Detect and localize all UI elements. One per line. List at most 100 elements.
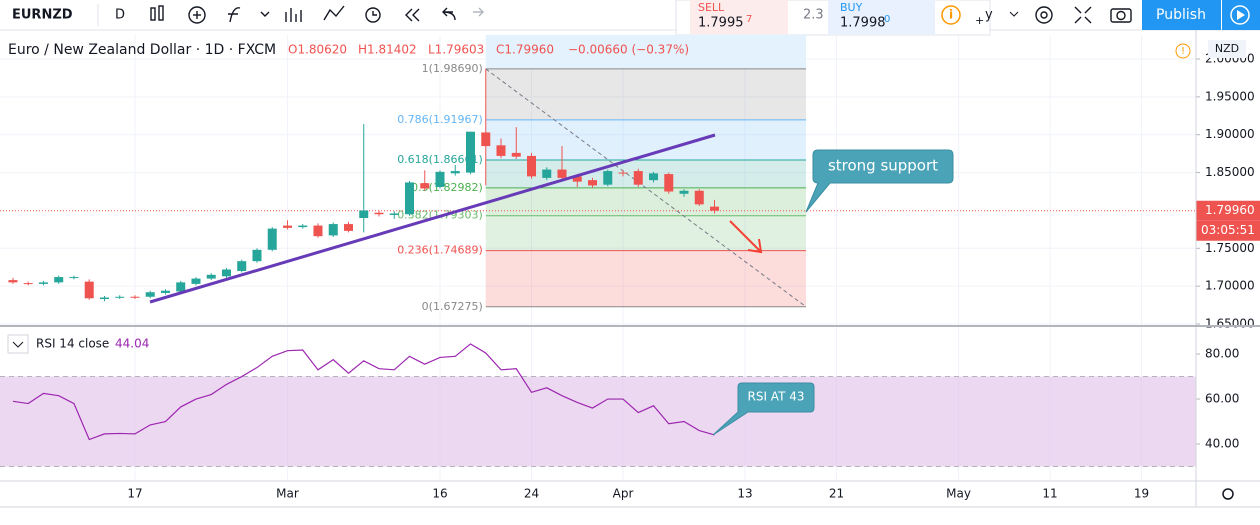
y-tick-label: 1.90000 <box>1205 127 1255 141</box>
candle-body <box>69 277 79 279</box>
candle-body <box>527 155 537 177</box>
rsi-chevron <box>12 341 24 348</box>
countdown-box <box>1196 220 1260 241</box>
rsi-band <box>0 376 1196 467</box>
warning-glyph: ! <box>1181 46 1185 57</box>
fib-label: 0.786(1.91967) <box>397 113 483 126</box>
candle-body <box>343 224 353 231</box>
fib-highlight <box>485 35 807 69</box>
sell-pip: 7 <box>746 14 752 25</box>
x-tick-label: May <box>946 487 971 501</box>
candle-body <box>252 249 262 262</box>
candle-body <box>160 290 170 293</box>
toolbar: EURNZD D SELL 1.7995 7 2.3 BUY 1.7998 0 … <box>0 0 1260 36</box>
callout <box>805 149 954 213</box>
candle-body <box>465 131 475 173</box>
candle-body <box>389 213 399 215</box>
candle-body <box>710 206 720 211</box>
fib-band <box>485 68 807 120</box>
replay-triangle <box>1237 10 1245 20</box>
legend-close: C1.79960 <box>496 43 554 57</box>
x-tick-label: 17 <box>127 487 142 501</box>
candle-body <box>679 190 689 194</box>
legend: Euro / New Zealand Dollar · 1D · FXCM O1… <box>7 40 1246 354</box>
x-tick-label: 11 <box>1042 487 1057 501</box>
candle-body <box>206 274 216 279</box>
warning-icon[interactable] <box>1175 43 1191 59</box>
candle-body <box>557 169 567 178</box>
rsi-callout <box>712 382 815 436</box>
sell-label: SELL <box>698 1 725 14</box>
candle-body <box>633 171 643 185</box>
rsi-toggle[interactable] <box>7 334 29 354</box>
candle-body <box>237 261 247 272</box>
symbol[interactable]: EURNZD <box>12 8 73 23</box>
candle-body <box>481 132 491 147</box>
buy-label: BUY <box>840 1 863 14</box>
rsi-label: RSI 14 close <box>36 337 109 351</box>
info-icon[interactable] <box>941 5 961 25</box>
fib-band <box>485 250 807 307</box>
fib-diagonal <box>485 68 807 308</box>
info-glyph: i <box>949 8 953 22</box>
buy-price: 1.7998 <box>840 16 886 31</box>
y-tick-label: 1.95000 <box>1205 89 1255 103</box>
sell-bg[interactable] <box>690 0 788 34</box>
candle-body <box>435 171 445 187</box>
fib-label: 0.236(1.74689) <box>397 244 483 257</box>
candle-body <box>664 174 674 192</box>
settings-icon[interactable] <box>1222 488 1234 500</box>
y-tick-label: 1.75000 <box>1205 241 1255 255</box>
publish-button[interactable] <box>1142 0 1221 30</box>
toolbar-bg <box>0 0 1260 30</box>
candle-body <box>603 171 613 185</box>
candle-body <box>145 292 155 297</box>
candle-body <box>191 278 201 284</box>
candle-body <box>54 277 64 283</box>
candle-body <box>84 281 94 299</box>
candle-body <box>420 183 430 189</box>
candle-body <box>38 282 48 284</box>
interval[interactable]: D <box>115 8 125 23</box>
y-tick-label: 1.70000 <box>1205 279 1255 293</box>
last-price-box <box>1196 200 1260 221</box>
candle-body <box>374 212 384 215</box>
rsi-callout-text: RSI AT 43 <box>748 390 805 404</box>
candle-body <box>618 172 628 174</box>
candle-body <box>23 283 33 285</box>
right-icons[interactable] <box>1035 6 1132 24</box>
candle-body <box>176 282 186 292</box>
rsi-tick-label: 80.00 <box>1205 347 1239 361</box>
fib-band <box>485 160 807 188</box>
x-tick-label: 24 <box>524 487 539 501</box>
buy-bg[interactable] <box>828 0 935 34</box>
currency: NZD <box>1215 42 1239 55</box>
tool-icons[interactable] <box>150 5 484 24</box>
main-pane: 2.000001.950001.900001.850001.750001.700… <box>0 35 1260 501</box>
candle-body <box>313 225 323 237</box>
legend-low: L1.79603 <box>428 43 484 57</box>
candle-body <box>404 182 414 215</box>
x-tick-label: 13 <box>737 487 752 501</box>
fib-label: 0.618(1.86661) <box>397 153 483 166</box>
candle-body <box>282 225 292 228</box>
candle-body <box>130 296 140 298</box>
x-tick-label: 21 <box>829 487 844 501</box>
candle-body <box>496 145 506 156</box>
currency-box[interactable] <box>1208 40 1246 58</box>
rsi-value: 44.04 <box>115 337 149 351</box>
candle-body <box>450 171 460 174</box>
rsi-tick-label: 40.00 <box>1205 437 1239 451</box>
fib-band <box>485 119 807 161</box>
last-price-label: 1.79960 <box>1205 203 1255 217</box>
fib-label: 0(1.67275) <box>422 300 483 313</box>
candle-body <box>221 269 231 277</box>
rsi-tick-label: 60.00 <box>1205 392 1239 406</box>
fib-label: 1(1.98690) <box>422 62 483 75</box>
y-tick-label: 1.85000 <box>1205 165 1255 179</box>
chevron[interactable] <box>1009 11 1019 17</box>
zoom-plus[interactable]: + <box>975 14 984 27</box>
legend-high: H1.81402 <box>358 43 417 57</box>
